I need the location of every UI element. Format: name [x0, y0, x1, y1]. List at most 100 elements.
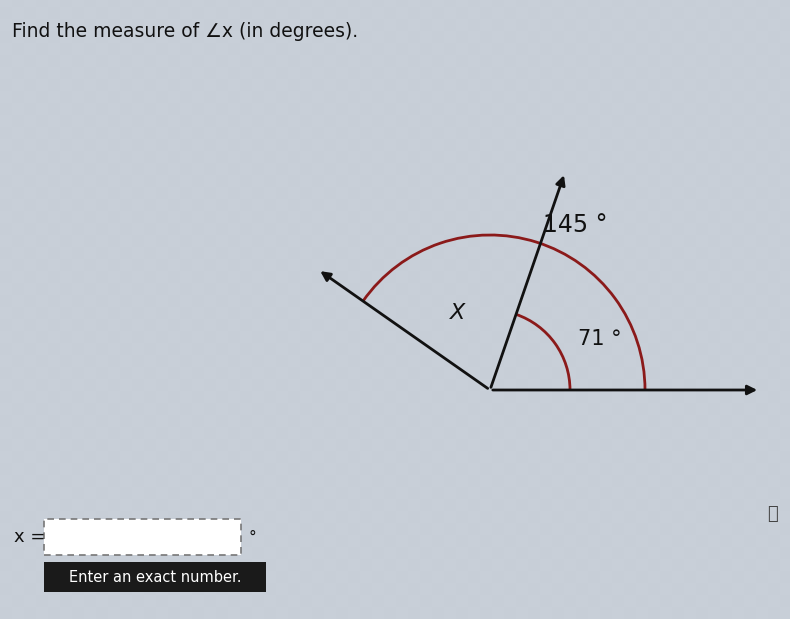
FancyBboxPatch shape: [24, 247, 36, 259]
FancyBboxPatch shape: [204, 595, 216, 607]
FancyBboxPatch shape: [624, 583, 636, 595]
FancyBboxPatch shape: [492, 451, 504, 463]
FancyBboxPatch shape: [612, 331, 624, 343]
FancyBboxPatch shape: [612, 355, 624, 367]
FancyBboxPatch shape: [540, 523, 552, 535]
FancyBboxPatch shape: [528, 103, 540, 115]
FancyBboxPatch shape: [420, 475, 432, 487]
FancyBboxPatch shape: [408, 463, 420, 475]
FancyBboxPatch shape: [684, 595, 696, 607]
FancyBboxPatch shape: [48, 367, 60, 379]
FancyBboxPatch shape: [48, 607, 60, 619]
FancyBboxPatch shape: [360, 439, 372, 451]
FancyBboxPatch shape: [360, 55, 372, 67]
FancyBboxPatch shape: [456, 7, 468, 19]
FancyBboxPatch shape: [384, 103, 396, 115]
FancyBboxPatch shape: [216, 7, 228, 19]
FancyBboxPatch shape: [276, 0, 288, 7]
FancyBboxPatch shape: [48, 55, 60, 67]
FancyBboxPatch shape: [732, 499, 744, 511]
FancyBboxPatch shape: [420, 91, 432, 103]
FancyBboxPatch shape: [696, 415, 708, 427]
FancyBboxPatch shape: [660, 115, 672, 127]
FancyBboxPatch shape: [288, 583, 300, 595]
FancyBboxPatch shape: [336, 103, 348, 115]
FancyBboxPatch shape: [420, 283, 432, 295]
FancyBboxPatch shape: [180, 379, 192, 391]
FancyBboxPatch shape: [348, 163, 360, 175]
FancyBboxPatch shape: [540, 307, 552, 319]
FancyBboxPatch shape: [24, 319, 36, 331]
FancyBboxPatch shape: [216, 175, 228, 187]
FancyBboxPatch shape: [756, 283, 768, 295]
FancyBboxPatch shape: [420, 547, 432, 559]
FancyBboxPatch shape: [0, 535, 12, 547]
FancyBboxPatch shape: [480, 271, 492, 283]
FancyBboxPatch shape: [504, 127, 516, 139]
FancyBboxPatch shape: [384, 295, 396, 307]
FancyBboxPatch shape: [672, 247, 684, 259]
FancyBboxPatch shape: [696, 7, 708, 19]
FancyBboxPatch shape: [36, 475, 48, 487]
FancyBboxPatch shape: [648, 607, 660, 619]
FancyBboxPatch shape: [0, 295, 12, 307]
FancyBboxPatch shape: [756, 523, 768, 535]
FancyBboxPatch shape: [144, 511, 156, 523]
FancyBboxPatch shape: [120, 79, 132, 91]
FancyBboxPatch shape: [528, 199, 540, 211]
FancyBboxPatch shape: [252, 379, 264, 391]
FancyBboxPatch shape: [156, 475, 168, 487]
FancyBboxPatch shape: [576, 367, 588, 379]
FancyBboxPatch shape: [300, 331, 312, 343]
FancyBboxPatch shape: [660, 139, 672, 151]
FancyBboxPatch shape: [168, 535, 180, 547]
FancyBboxPatch shape: [708, 595, 720, 607]
FancyBboxPatch shape: [756, 187, 768, 199]
FancyBboxPatch shape: [696, 103, 708, 115]
FancyBboxPatch shape: [36, 307, 48, 319]
FancyBboxPatch shape: [492, 235, 504, 247]
FancyBboxPatch shape: [396, 331, 408, 343]
FancyBboxPatch shape: [516, 139, 528, 151]
Text: Enter an exact number.: Enter an exact number.: [69, 569, 241, 584]
FancyBboxPatch shape: [432, 391, 444, 403]
FancyBboxPatch shape: [456, 535, 468, 547]
FancyBboxPatch shape: [744, 319, 756, 331]
FancyBboxPatch shape: [708, 139, 720, 151]
FancyBboxPatch shape: [528, 487, 540, 499]
FancyBboxPatch shape: [708, 115, 720, 127]
FancyBboxPatch shape: [324, 0, 336, 7]
FancyBboxPatch shape: [516, 43, 528, 55]
FancyBboxPatch shape: [48, 79, 60, 91]
FancyBboxPatch shape: [168, 319, 180, 331]
FancyBboxPatch shape: [612, 427, 624, 439]
FancyBboxPatch shape: [360, 583, 372, 595]
FancyBboxPatch shape: [96, 31, 108, 43]
FancyBboxPatch shape: [528, 271, 540, 283]
FancyBboxPatch shape: [696, 559, 708, 571]
FancyBboxPatch shape: [216, 79, 228, 91]
FancyBboxPatch shape: [180, 571, 192, 583]
FancyBboxPatch shape: [540, 235, 552, 247]
FancyBboxPatch shape: [636, 403, 648, 415]
FancyBboxPatch shape: [732, 355, 744, 367]
FancyBboxPatch shape: [516, 115, 528, 127]
FancyBboxPatch shape: [180, 19, 192, 31]
FancyBboxPatch shape: [732, 307, 744, 319]
FancyBboxPatch shape: [240, 319, 252, 331]
FancyBboxPatch shape: [732, 91, 744, 103]
FancyBboxPatch shape: [564, 91, 576, 103]
FancyBboxPatch shape: [612, 451, 624, 463]
FancyBboxPatch shape: [372, 427, 384, 439]
FancyBboxPatch shape: [660, 427, 672, 439]
FancyBboxPatch shape: [516, 595, 528, 607]
FancyBboxPatch shape: [444, 67, 456, 79]
FancyBboxPatch shape: [60, 43, 72, 55]
FancyBboxPatch shape: [24, 271, 36, 283]
FancyBboxPatch shape: [552, 7, 564, 19]
FancyBboxPatch shape: [480, 535, 492, 547]
FancyBboxPatch shape: [744, 583, 756, 595]
FancyBboxPatch shape: [720, 367, 732, 379]
FancyBboxPatch shape: [216, 271, 228, 283]
FancyBboxPatch shape: [672, 607, 684, 619]
